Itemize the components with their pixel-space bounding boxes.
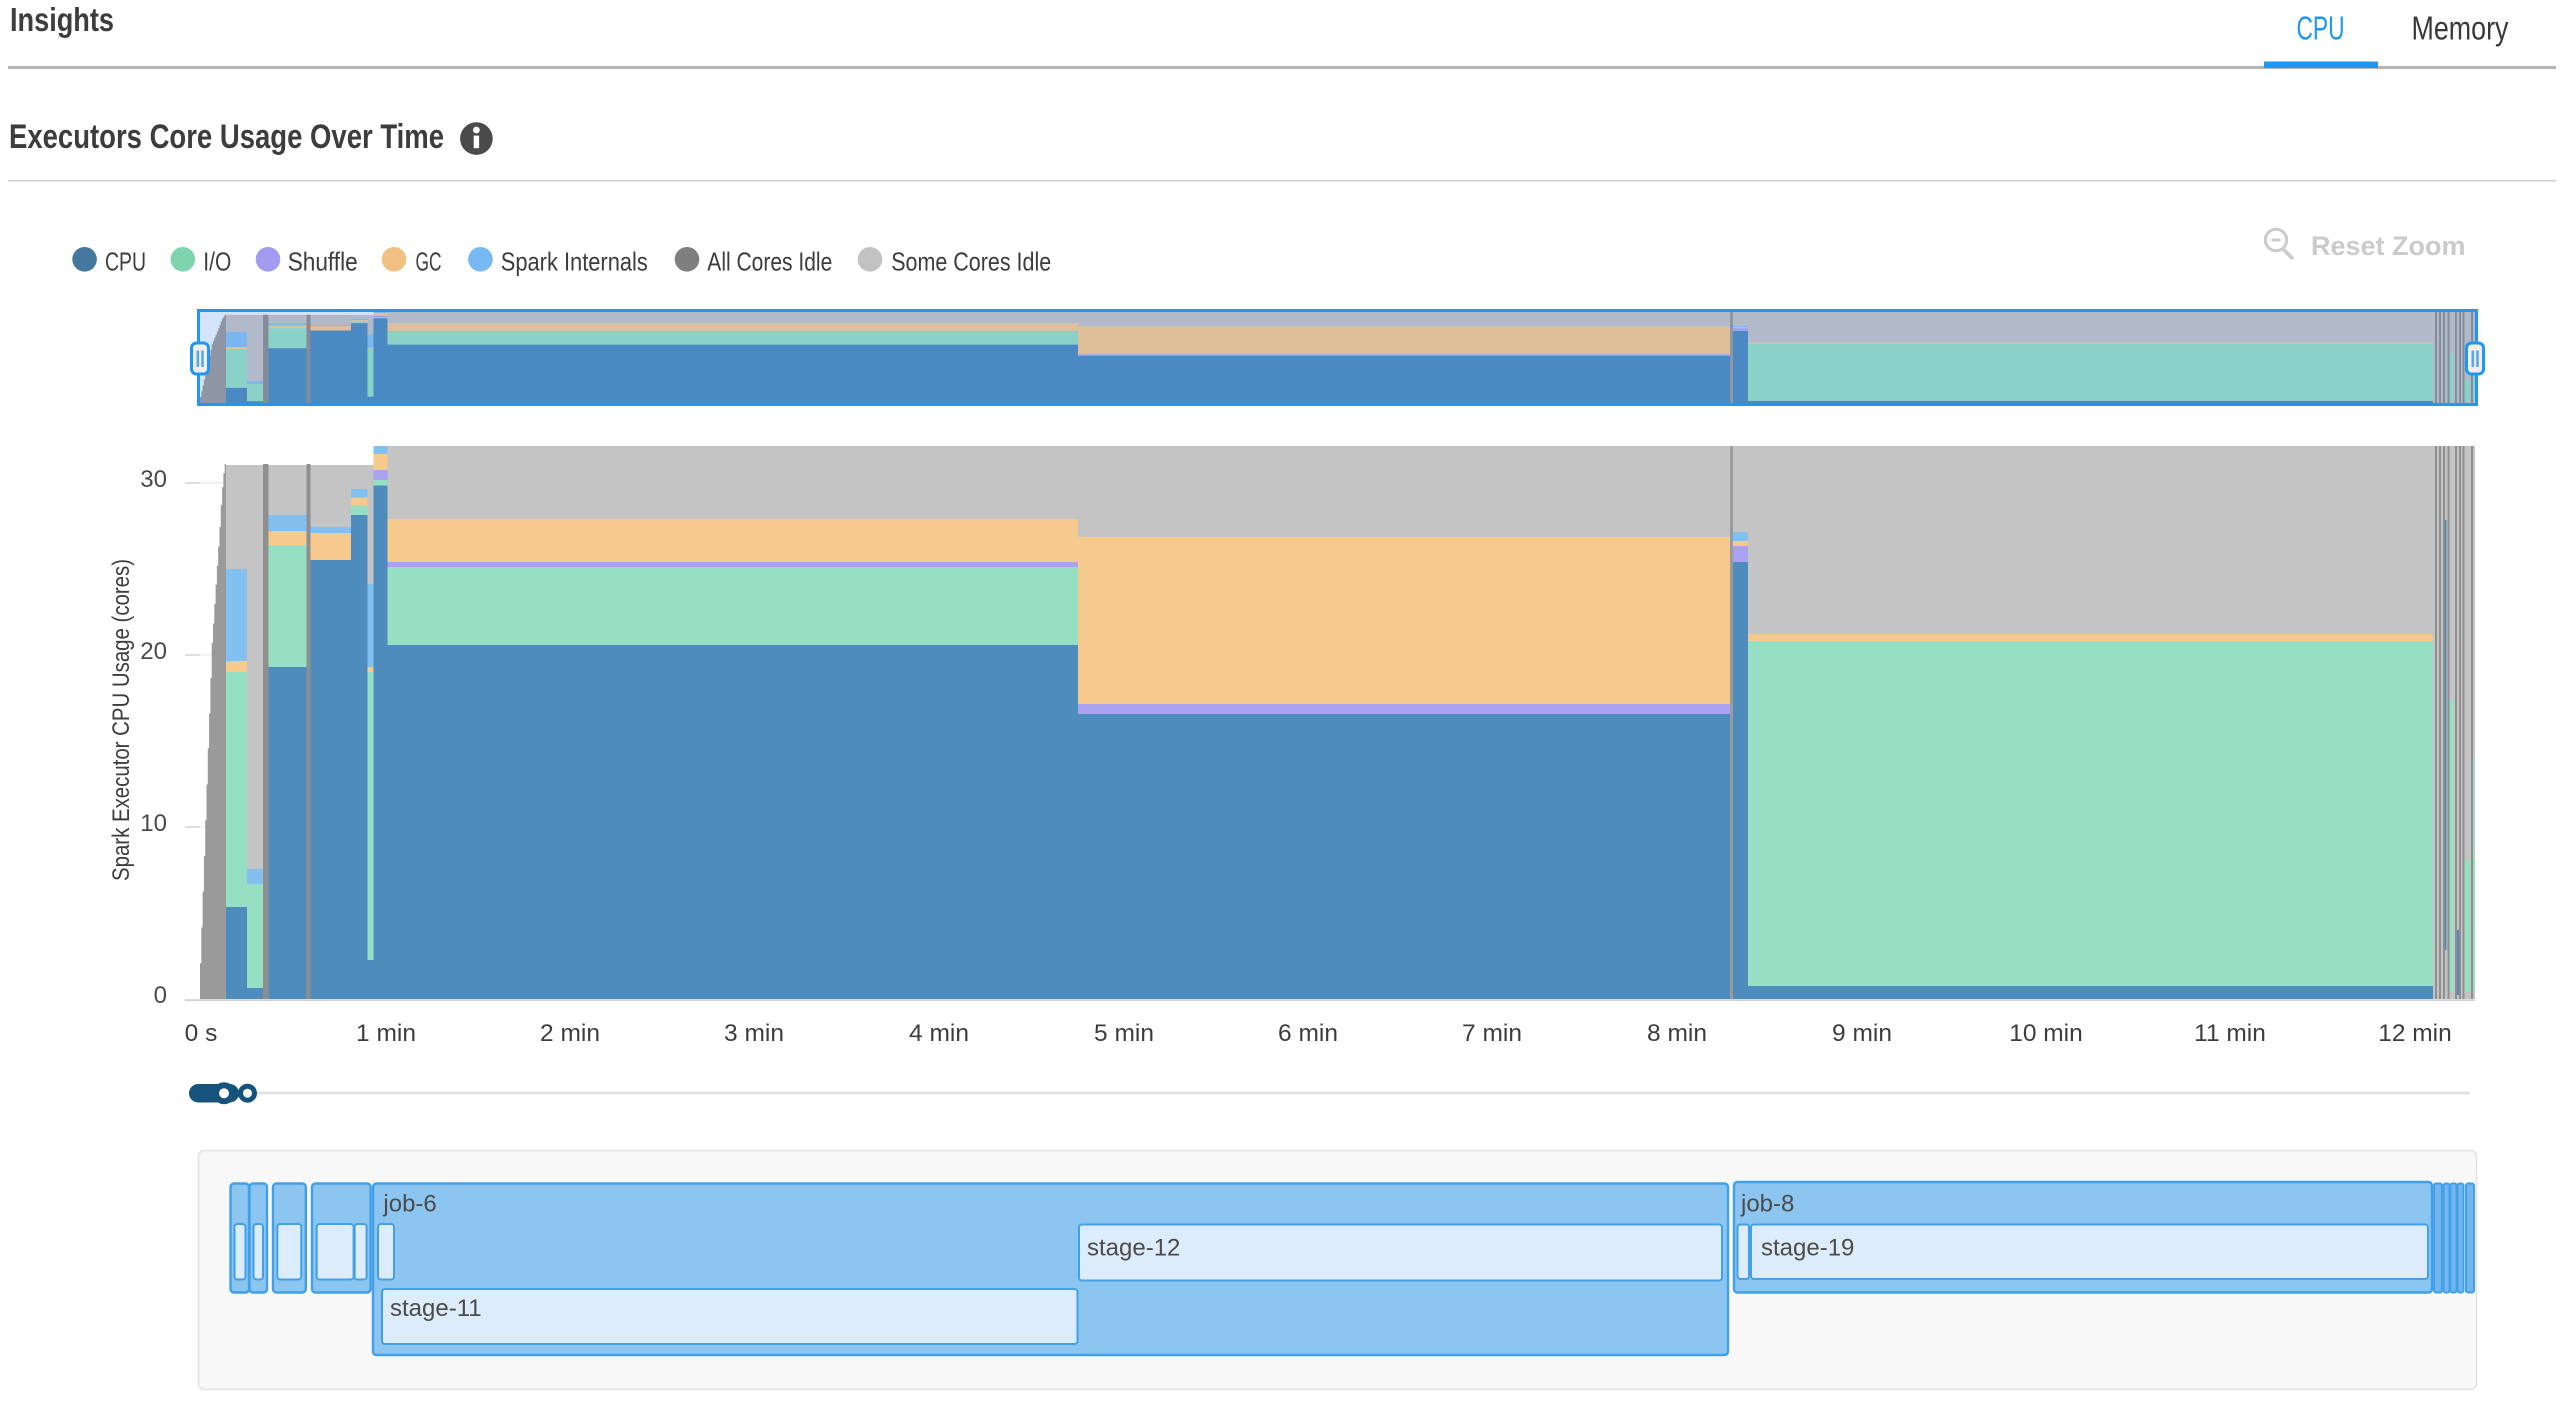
svg-text:2 min: 2 min — [540, 1020, 600, 1047]
svg-text:5 min: 5 min — [1094, 1020, 1154, 1047]
svg-text:Executors Core Usage Over Time: Executors Core Usage Over Time — [9, 118, 444, 156]
svg-text:20: 20 — [140, 638, 167, 665]
svg-text:0: 0 — [154, 982, 167, 1009]
svg-text:stage-11: stage-11 — [390, 1295, 482, 1322]
svg-text:Some Cores Idle: Some Cores Idle — [891, 247, 1051, 277]
svg-text:6 min: 6 min — [1278, 1020, 1338, 1047]
svg-text:Shuffle: Shuffle — [288, 247, 358, 277]
svg-text:job-8: job-8 — [1740, 1191, 1794, 1218]
svg-text:8 min: 8 min — [1647, 1020, 1707, 1047]
svg-text:3 min: 3 min — [724, 1020, 784, 1047]
svg-text:4 min: 4 min — [909, 1020, 969, 1047]
svg-text:10: 10 — [140, 810, 167, 837]
svg-text:CPU: CPU — [2297, 10, 2345, 47]
svg-text:I/O: I/O — [203, 247, 231, 277]
svg-text:Insights: Insights — [10, 1, 114, 38]
svg-text:GC: GC — [416, 247, 442, 277]
svg-text:stage-12: stage-12 — [1087, 1235, 1180, 1262]
svg-text:0 s: 0 s — [185, 1020, 218, 1047]
svg-text:stage-19: stage-19 — [1761, 1235, 1854, 1262]
svg-text:11 min: 11 min — [2194, 1020, 2266, 1047]
svg-text:7 min: 7 min — [1462, 1020, 1522, 1047]
svg-text:30: 30 — [140, 466, 167, 493]
svg-text:Spark Executor CPU Usage (core: Spark Executor CPU Usage (cores) — [108, 559, 135, 881]
svg-text:All Cores Idle: All Cores Idle — [707, 247, 832, 277]
svg-text:Spark Internals: Spark Internals — [501, 247, 648, 277]
svg-text:Memory: Memory — [2412, 10, 2509, 47]
svg-text:9 min: 9 min — [1832, 1020, 1892, 1047]
svg-text:1 min: 1 min — [356, 1020, 416, 1047]
svg-text:Reset Zoom: Reset Zoom — [2311, 231, 2466, 261]
svg-text:10 min: 10 min — [2009, 1020, 2083, 1047]
svg-text:12 min: 12 min — [2378, 1020, 2452, 1047]
svg-text:job-6: job-6 — [382, 1191, 436, 1218]
svg-text:CPU: CPU — [105, 247, 146, 277]
